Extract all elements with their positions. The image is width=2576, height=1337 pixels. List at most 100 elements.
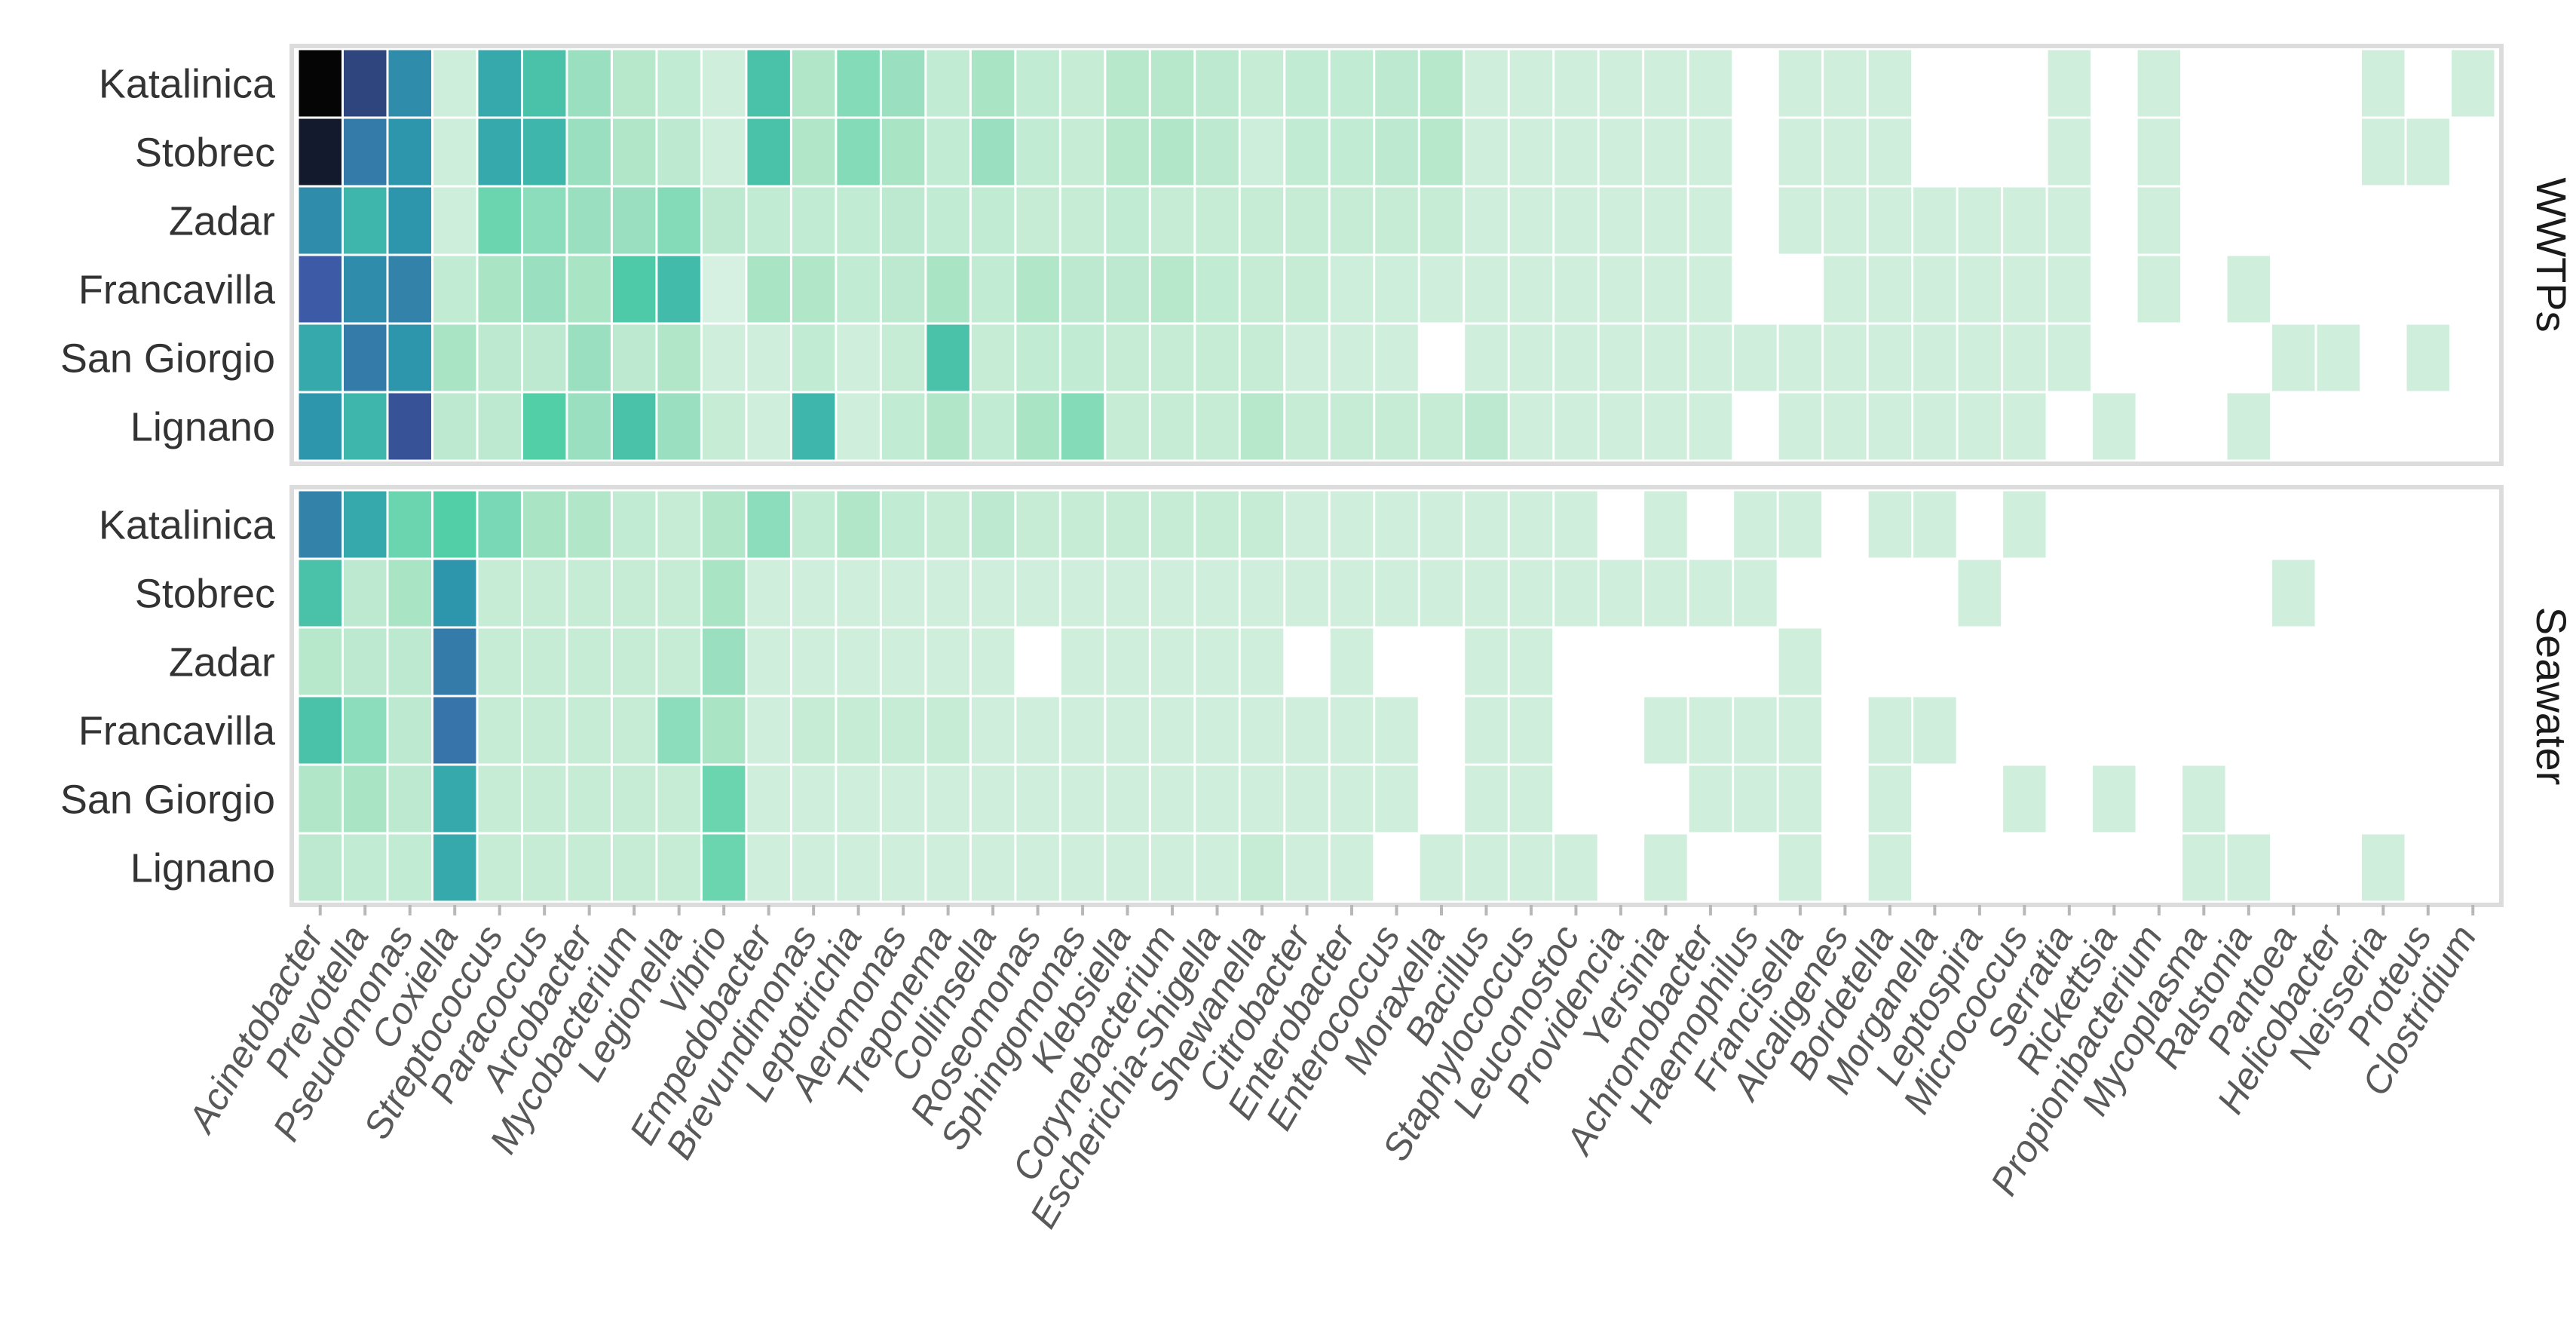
heatmap-cell <box>702 393 746 460</box>
heatmap-cell <box>1554 393 1597 460</box>
heatmap-cell <box>612 560 656 627</box>
heatmap-cell <box>478 697 521 764</box>
heatmap-cell <box>1958 324 2002 391</box>
heatmap-cell <box>1196 628 1239 695</box>
heatmap-cell <box>1778 393 1822 460</box>
heatmap-cell <box>522 187 566 254</box>
heatmap-cell <box>927 560 969 627</box>
heatmap-cell <box>837 765 880 833</box>
heatmap-cell <box>343 256 387 323</box>
heatmap-cell <box>343 50 387 117</box>
heatmap-cell <box>927 491 969 558</box>
heatmap-cell <box>1330 765 1374 833</box>
heatmap-cell <box>837 393 880 460</box>
heatmap-cell <box>1778 50 1822 117</box>
heatmap-cell <box>612 118 656 186</box>
heatmap-cell <box>747 50 790 117</box>
heatmap-cell <box>792 697 835 764</box>
heatmap-cell <box>971 393 1015 460</box>
heatmap-cell <box>299 324 342 391</box>
heatmap-cell <box>1240 256 1284 323</box>
heatmap-cell <box>1330 118 1374 186</box>
heatmap-cell <box>792 256 835 323</box>
heatmap-cell <box>2137 50 2181 117</box>
heatmap-cell <box>881 118 925 186</box>
heatmap-cell <box>1465 834 1508 901</box>
heatmap-cell <box>1196 118 1239 186</box>
heatmap-cell <box>478 560 521 627</box>
heatmap-cell <box>1061 834 1104 901</box>
heatmap-cell <box>1644 393 1687 460</box>
y-tick-label: Stobrec <box>135 130 275 176</box>
heatmap-cell <box>1734 324 1777 391</box>
heatmap-cell <box>1375 256 1418 323</box>
heatmap-cell <box>837 187 880 254</box>
heatmap-cell <box>478 118 521 186</box>
heatmap-cell <box>1196 187 1239 254</box>
heatmap-cell <box>612 324 656 391</box>
heatmap-cell <box>1913 491 1956 558</box>
heatmap-cell <box>702 697 746 764</box>
heatmap-cell <box>1285 256 1328 323</box>
heatmap-cell <box>522 118 566 186</box>
heatmap-cell <box>522 491 566 558</box>
heatmap-cell <box>1958 256 2002 323</box>
heatmap-cell <box>1285 324 1328 391</box>
heatmap-cell <box>1106 187 1149 254</box>
heatmap-cell <box>1778 765 1822 833</box>
heatmap-cell <box>299 118 342 186</box>
heatmap-cell <box>1016 834 1059 901</box>
heatmap-cell <box>1644 697 1687 764</box>
heatmap-cell <box>657 324 700 391</box>
heatmap-cell <box>971 118 1015 186</box>
heatmap-cell <box>927 628 969 695</box>
heatmap-cell <box>612 50 656 117</box>
heatmap-cell <box>1061 393 1104 460</box>
heatmap-cell <box>433 765 476 833</box>
panel-seawater: Katalinica Stobrec Zadar Francavilla San Gio… <box>60 485 2575 907</box>
heatmap-cell <box>792 491 835 558</box>
heatmap-cell <box>747 834 790 901</box>
heatmap-cell <box>388 491 431 558</box>
heatmap-cell <box>1599 50 1643 117</box>
heatmap-cell <box>2137 256 2181 323</box>
heatmap-cell <box>657 628 700 695</box>
heatmap-cell <box>1420 118 1463 186</box>
heatmap-cell <box>881 628 925 695</box>
heatmap-cell <box>433 187 476 254</box>
heatmap-cell <box>837 628 880 695</box>
heatmap-cell <box>1509 628 1553 695</box>
heatmap-cell <box>881 491 925 558</box>
heatmap-cell <box>478 324 521 391</box>
heatmap-cell <box>1150 118 1194 186</box>
heatmap-cell <box>1106 324 1149 391</box>
heatmap-cell <box>971 765 1015 833</box>
heatmap-cell <box>299 628 342 695</box>
heatmap-cell <box>478 765 521 833</box>
heatmap-cell <box>1285 765 1328 833</box>
y-tick-label: Stobrec <box>135 572 275 617</box>
heatmap-cell <box>1196 560 1239 627</box>
heatmap-cell <box>1644 491 1687 558</box>
y-tick-label: Francavilla <box>78 709 276 754</box>
heatmap-cell <box>478 491 521 558</box>
heatmap-cell <box>927 118 969 186</box>
heatmap-cell <box>1868 324 1912 391</box>
heatmap-panels: Katalinica Stobrec Zadar Francavilla San Gio… <box>60 44 2575 907</box>
heatmap-cell <box>1644 256 1687 323</box>
heatmap-cell <box>747 393 790 460</box>
heatmap-cell <box>1644 324 1687 391</box>
heatmap-cell <box>522 393 566 460</box>
heatmap-cell <box>1465 491 1508 558</box>
heatmap-cell <box>1420 256 1463 323</box>
heatmap-cell <box>1689 697 1732 764</box>
heatmap-cell <box>747 491 790 558</box>
heatmap-cell <box>2137 187 2181 254</box>
heatmap-cell <box>433 50 476 117</box>
heatmap-cell <box>971 628 1015 695</box>
heatmap-cell <box>1509 834 1553 901</box>
heatmap-cell <box>1465 324 1508 391</box>
heatmap-cell <box>1868 834 1912 901</box>
heatmap-cell <box>1196 491 1239 558</box>
